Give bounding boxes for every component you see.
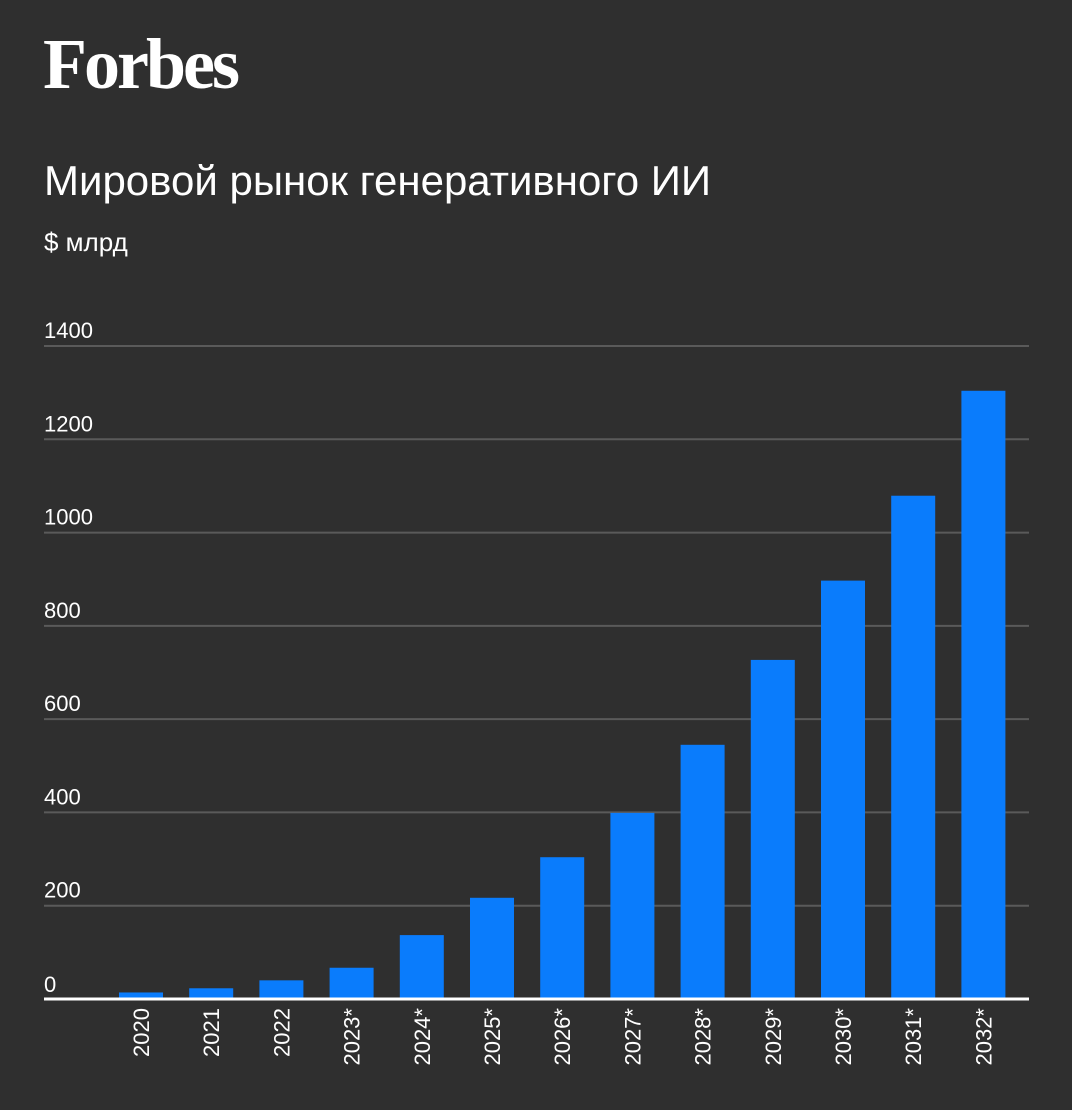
chart-title: Мировой рынок генеративного ИИ [44, 157, 712, 204]
x-tick-label: 2024* [410, 1008, 435, 1066]
x-tick-label: 2021 [199, 1008, 224, 1057]
x-tick-label: 2032* [971, 1008, 996, 1066]
y-tick-label: 1200 [44, 411, 93, 436]
bar [189, 988, 234, 999]
forbes-logo: Forbes [43, 24, 240, 104]
x-tick-label: 2022 [269, 1008, 294, 1057]
x-tick-label: 2020 [129, 1008, 154, 1057]
x-tick-label: 2028* [691, 1008, 716, 1066]
y-tick-label: 400 [44, 784, 81, 809]
y-tick-label: 600 [44, 691, 81, 716]
y-tick-label: 1000 [44, 505, 93, 530]
bar [399, 935, 444, 999]
x-tick-label: 2029* [761, 1008, 786, 1066]
x-tick-label: 2026* [550, 1008, 575, 1066]
bar [329, 967, 374, 999]
bar [470, 897, 514, 999]
chart-unit-label: $ млрд [44, 227, 128, 257]
bar [259, 980, 304, 999]
y-tick-label: 1400 [44, 318, 93, 343]
bar [119, 992, 163, 999]
bar [610, 812, 655, 999]
y-tick-label: 0 [44, 972, 56, 997]
x-tick-label: 2027* [620, 1008, 645, 1066]
x-tick-label: 2025* [480, 1008, 505, 1066]
bar [821, 580, 865, 999]
x-tick-label: 2031* [901, 1008, 926, 1066]
y-tick-label: 800 [44, 598, 81, 623]
bar [680, 744, 725, 999]
bar [961, 390, 1006, 1000]
y-tick-label: 200 [44, 878, 81, 903]
x-tick-label: 2030* [831, 1008, 856, 1066]
bar [750, 659, 795, 999]
bar [540, 857, 585, 999]
x-tick-label: 2023* [340, 1008, 365, 1066]
bar [891, 495, 936, 999]
